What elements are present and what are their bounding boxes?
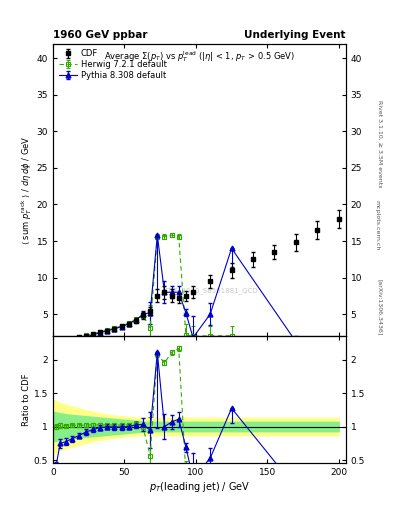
Text: [arXiv:1306.3436]: [arXiv:1306.3436] [377, 279, 382, 335]
Text: Underlying Event: Underlying Event [244, 30, 346, 40]
Legend: CDF, Herwig 7.2.1 default, Pythia 8.308 default: CDF, Herwig 7.2.1 default, Pythia 8.308 … [57, 48, 168, 81]
Text: CDF_2010_S8591881_QCD: CDF_2010_S8591881_QCD [164, 287, 258, 294]
X-axis label: $p_T$(leading jet) / GeV: $p_T$(leading jet) / GeV [149, 480, 250, 494]
Text: Average $\Sigma(p_T)$ vs $p_T^{\rm lead}$ ($|\eta|$ < 1, $p_T$ > 0.5 GeV): Average $\Sigma(p_T)$ vs $p_T^{\rm lead}… [104, 49, 295, 65]
Text: Rivet 3.1.10, ≥ 3.5M events: Rivet 3.1.10, ≥ 3.5M events [377, 100, 382, 187]
Text: 1960 GeV ppbar: 1960 GeV ppbar [53, 30, 147, 40]
Y-axis label: Ratio to CDF: Ratio to CDF [22, 373, 31, 426]
Text: mcplots.cern.ch: mcplots.cern.ch [375, 200, 380, 250]
Y-axis label: $\langle$ sum $p_T^{\mathrm{rack}}$ $\rangle$ / $d\eta\,d\phi$ / GeV: $\langle$ sum $p_T^{\mathrm{rack}}$ $\ra… [19, 135, 34, 245]
